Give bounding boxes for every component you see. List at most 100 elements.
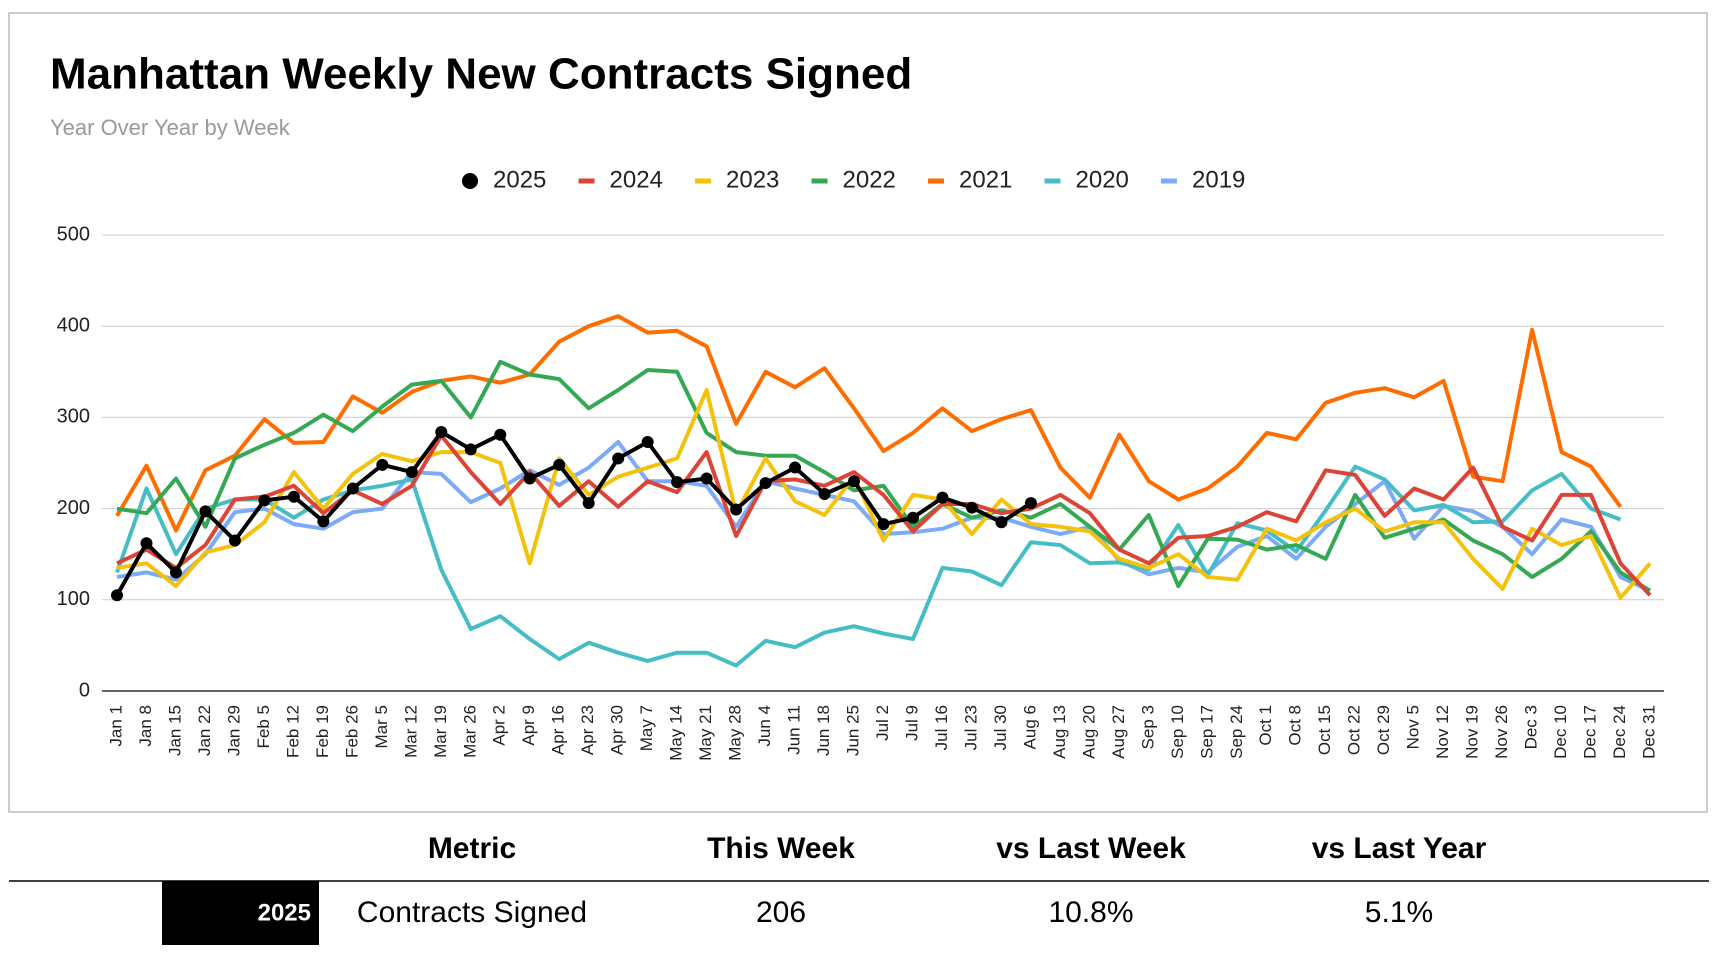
series-marker <box>228 534 241 547</box>
series-marker <box>612 452 625 465</box>
x-tick-label: May 14 <box>667 705 686 761</box>
x-tick-label: Apr 2 <box>490 705 509 746</box>
series-marker <box>317 515 330 528</box>
x-tick-label: Jan 29 <box>224 705 243 756</box>
x-tick-label: Aug 13 <box>1050 705 1069 759</box>
series-marker <box>789 461 802 474</box>
table-header: vs Last Week <box>996 832 1186 865</box>
y-tick-label: 500 <box>57 223 90 245</box>
series-marker <box>700 472 713 485</box>
table-cell: 5.1% <box>1365 896 1433 929</box>
series-line <box>115 464 1622 668</box>
series-marker <box>346 482 359 495</box>
legend-label: 2025 <box>493 166 546 193</box>
series-marker <box>848 475 861 488</box>
series-marker <box>730 503 743 516</box>
x-tick-label: Jan 22 <box>195 705 214 756</box>
legend-label: 2020 <box>1076 166 1129 193</box>
y-tick-label: 400 <box>57 314 90 336</box>
x-tick-label: Feb 12 <box>283 705 302 758</box>
series-line <box>116 433 1652 597</box>
series-marker <box>965 501 978 514</box>
series-marker <box>877 518 890 531</box>
x-tick-label: Apr 16 <box>549 705 568 755</box>
x-tick-label: Jul 2 <box>873 705 892 741</box>
series-marker <box>759 477 772 490</box>
x-tick-label: Feb 19 <box>313 705 332 758</box>
series-line <box>116 359 1652 593</box>
series-marker <box>936 491 949 504</box>
x-tick-label: Jan 8 <box>136 705 155 747</box>
x-tick-label: Sep 10 <box>1168 705 1187 759</box>
table-header: This Week <box>707 832 855 865</box>
x-tick-label: Dec 17 <box>1581 705 1600 759</box>
x-tick-label: Jul 23 <box>961 705 980 750</box>
x-tick-label: Jun 25 <box>844 705 863 756</box>
chart-subtitle: Year Over Year by Week <box>50 115 291 140</box>
x-tick-label: Jul 9 <box>902 705 921 741</box>
x-tick-label: Oct 1 <box>1256 705 1275 746</box>
x-tick-label: Nov 12 <box>1433 705 1452 759</box>
x-tick-label: Nov 19 <box>1463 705 1482 759</box>
legend-label: 2024 <box>610 166 663 193</box>
x-tick-label: Feb 26 <box>342 705 361 758</box>
y-tick-label: 0 <box>79 679 90 701</box>
series-marker <box>199 505 212 518</box>
legend-label: 2021 <box>959 166 1012 193</box>
x-tick-label: May 28 <box>726 705 745 761</box>
chart-title: Manhattan Weekly New Contracts Signed <box>50 50 912 99</box>
year-cell <box>162 881 319 945</box>
x-tick-label: Dec 24 <box>1610 705 1629 759</box>
x-tick-label: Apr 30 <box>608 705 627 755</box>
x-tick-label: Jun 18 <box>814 705 833 756</box>
legend-label: 2023 <box>726 166 779 193</box>
table-cell: 206 <box>756 896 806 929</box>
series-marker <box>258 494 271 507</box>
series-line <box>115 314 1623 533</box>
legend-marker <box>462 173 478 189</box>
x-tick-label: Nov 26 <box>1492 705 1511 759</box>
series-marker <box>1024 497 1037 510</box>
x-tick-label: Oct 29 <box>1374 705 1393 755</box>
series-marker <box>582 497 595 510</box>
x-tick-label: May 7 <box>637 705 656 751</box>
x-tick-label: Aug 6 <box>1020 705 1039 749</box>
series-marker <box>523 472 536 485</box>
x-tick-label: Dec 10 <box>1551 705 1570 759</box>
x-tick-label: Aug 20 <box>1079 705 1098 759</box>
series-marker <box>287 490 300 503</box>
x-tick-label: Mar 12 <box>401 705 420 758</box>
series-marker <box>641 436 654 449</box>
x-tick-label: Oct 15 <box>1315 705 1334 755</box>
series-marker <box>553 458 566 471</box>
x-tick-label: Jun 4 <box>755 705 774 747</box>
x-tick-label: Sep 24 <box>1227 705 1246 759</box>
x-tick-label: Dec 31 <box>1639 705 1658 759</box>
series-line <box>116 440 1651 593</box>
y-tick-label: 300 <box>57 406 90 428</box>
x-tick-label: Apr 9 <box>519 705 538 746</box>
table-cell: Contracts Signed <box>357 896 587 929</box>
legend-label: 2022 <box>843 166 896 193</box>
series-marker <box>818 488 831 501</box>
x-tick-label: Dec 3 <box>1522 705 1541 749</box>
table-header: vs Last Year <box>1312 832 1487 865</box>
x-tick-label: Mar 19 <box>431 705 450 758</box>
series-line <box>116 388 1652 600</box>
y-tick-label: 100 <box>57 588 90 610</box>
series-marker <box>405 466 418 479</box>
table-year: 2025 <box>258 899 311 926</box>
x-tick-label: May 21 <box>696 705 715 761</box>
x-tick-label: Jan 15 <box>165 705 184 756</box>
series-marker <box>169 566 182 579</box>
x-tick-label: Mar 26 <box>460 705 479 758</box>
series-marker <box>995 516 1008 529</box>
x-tick-label: Sep 3 <box>1138 705 1157 749</box>
series-marker <box>140 537 153 550</box>
table-cell: 10.8% <box>1048 896 1133 929</box>
legend-label: 2019 <box>1192 166 1245 193</box>
series-marker <box>671 476 684 489</box>
series-marker <box>906 511 919 524</box>
x-tick-label: Nov 5 <box>1404 705 1423 749</box>
